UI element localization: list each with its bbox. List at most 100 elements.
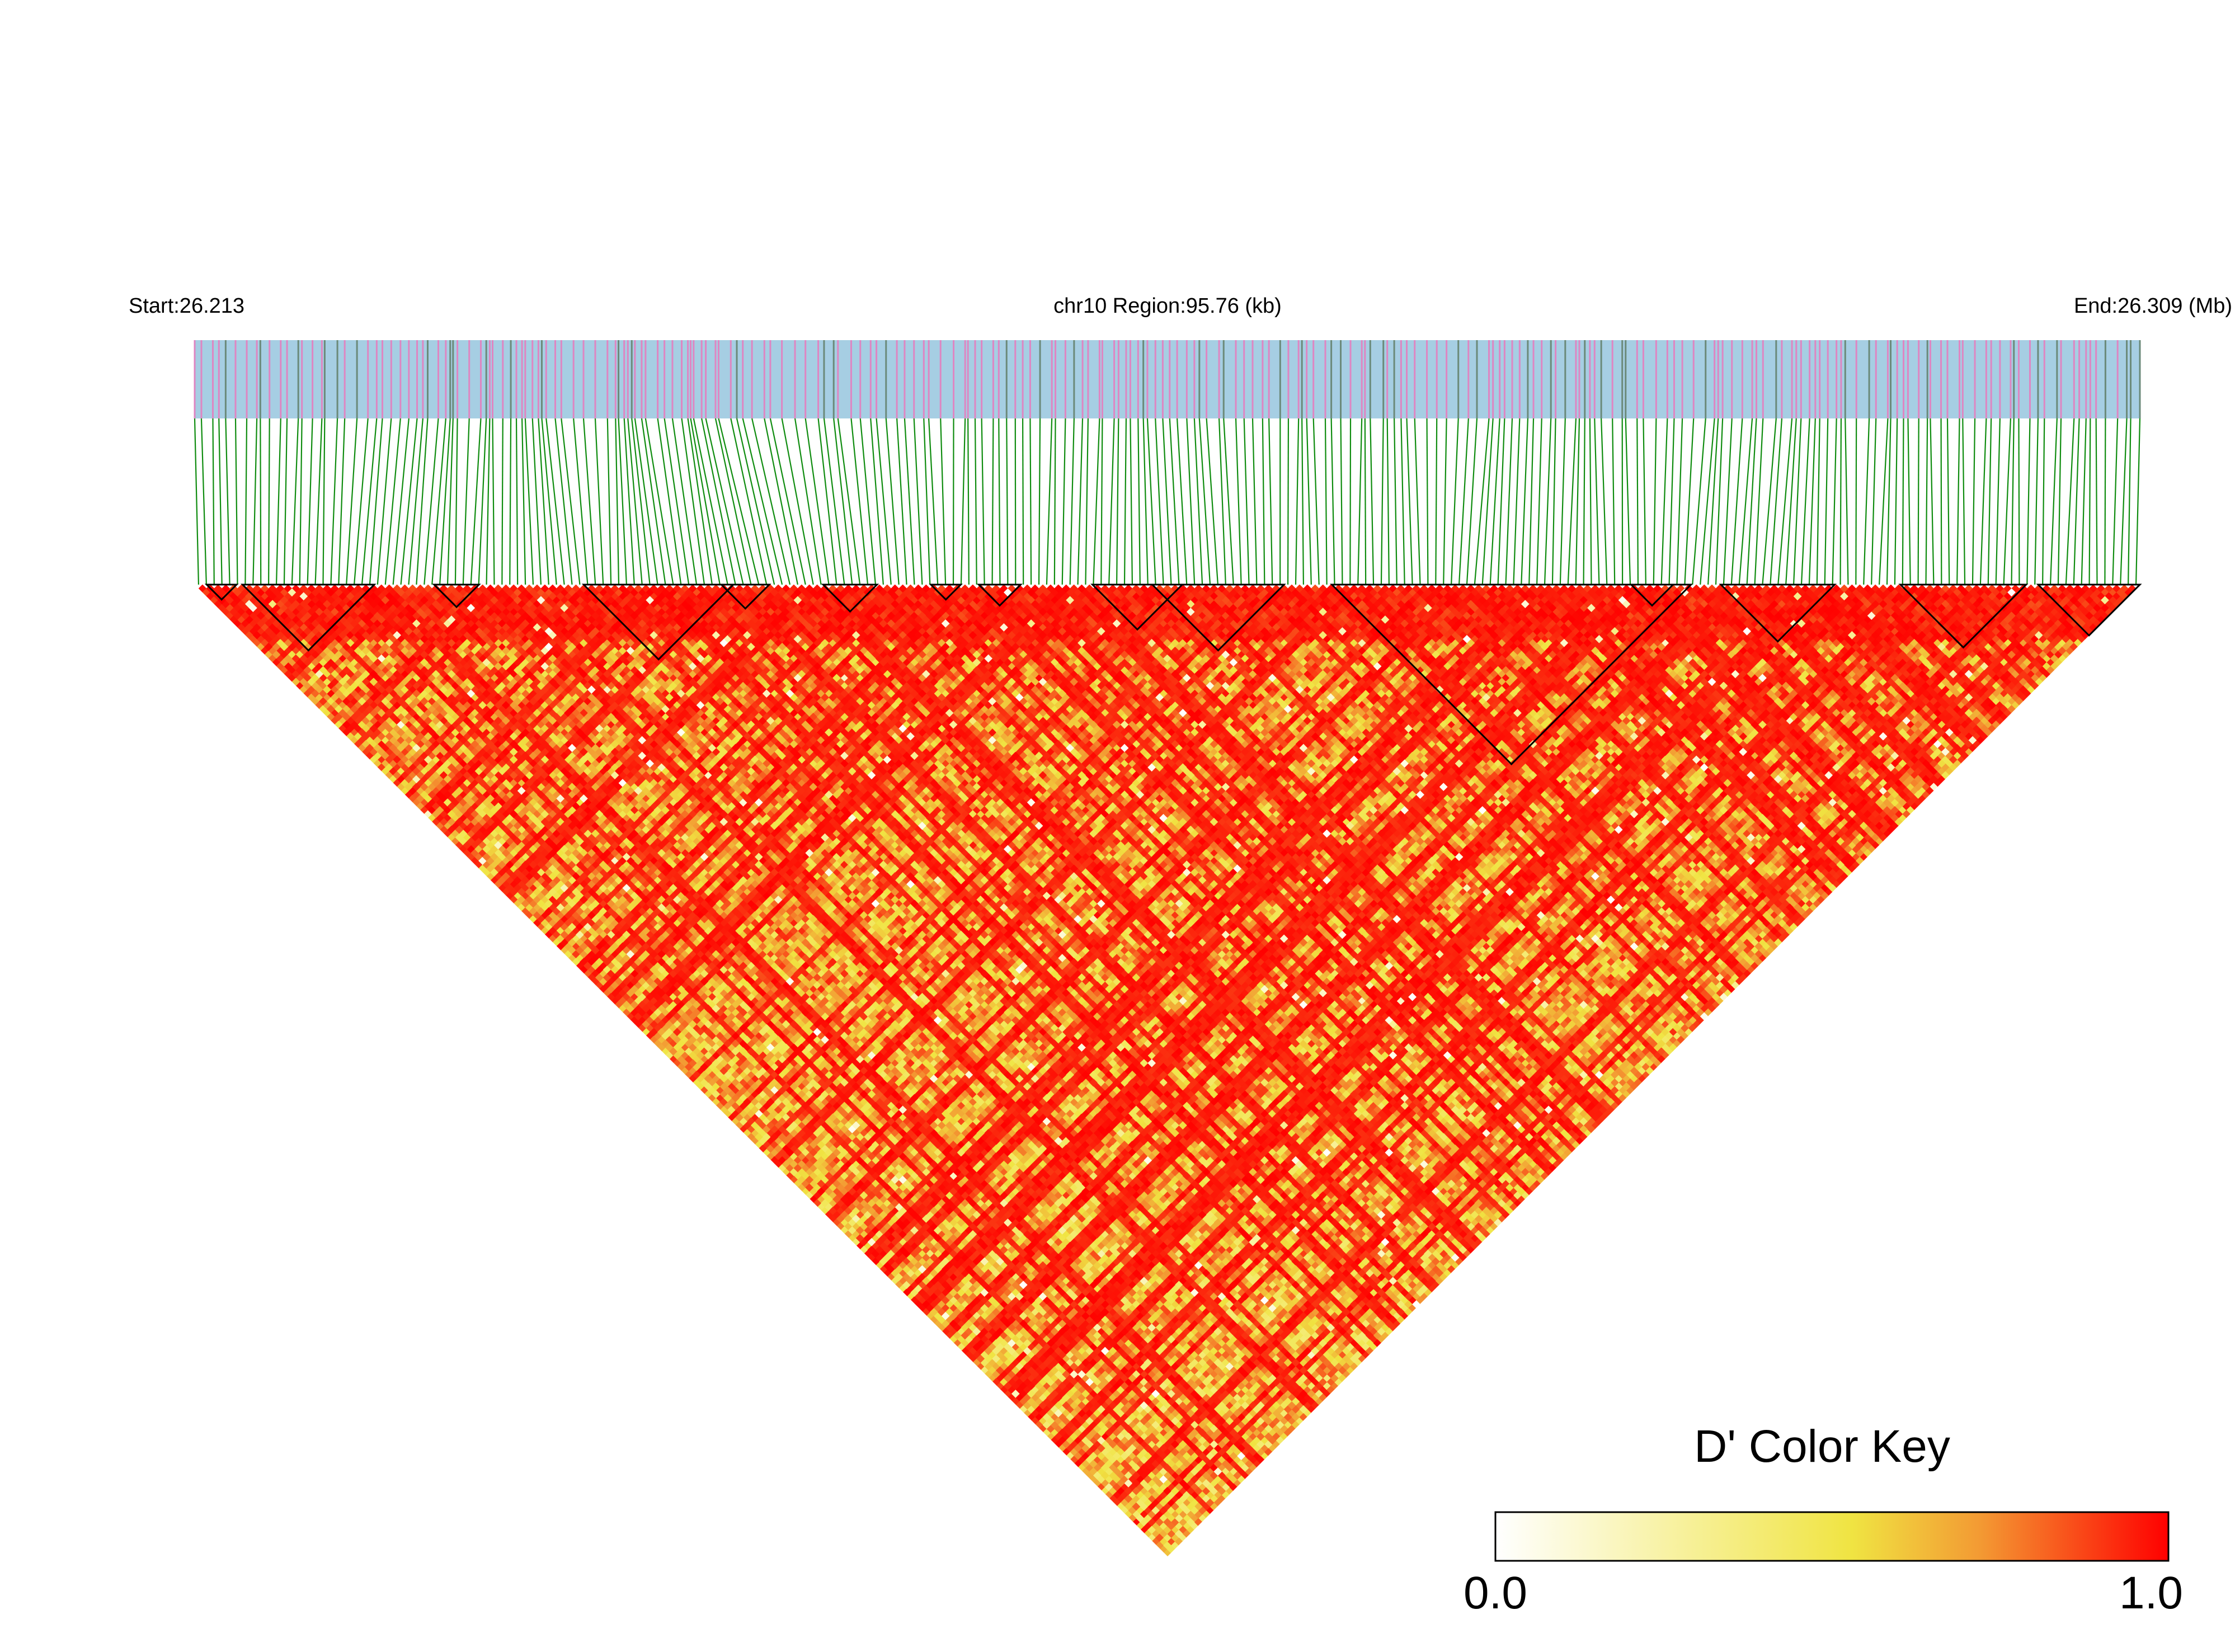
snp-connector-line: [1370, 418, 1375, 585]
snp-connector-line: [1528, 418, 1535, 585]
snp-connector-line: [1193, 418, 1203, 585]
snp-connector-line: [260, 418, 262, 585]
snp-connector-line: [896, 418, 907, 585]
snp-connector-line: [1792, 418, 1802, 585]
snp-connector-line: [1730, 418, 1743, 585]
snp-connector-line: [2057, 418, 2062, 585]
snp-connector-line: [1142, 418, 1149, 585]
snp-connector-line: [1489, 418, 1500, 585]
snp-connector-line: [1643, 418, 1646, 585]
snp-connector-line: [923, 418, 931, 585]
snp-connector-line: [1466, 418, 1478, 585]
snp-connector-line: [2018, 418, 2020, 585]
snp-connector-line: [1458, 418, 1469, 585]
snp-connector-line: [1762, 418, 1777, 585]
snp-connector-line: [283, 418, 288, 585]
snp-connector-line: [1198, 418, 1211, 585]
snp-connector-line: [1130, 418, 1133, 585]
snp-connector-line: [1301, 418, 1304, 585]
snp-connector-line: [644, 418, 674, 585]
snp-connector-line: [1116, 418, 1119, 585]
region-label: chr10 Region:95.76 (kb): [1053, 294, 1282, 318]
snp-connector-line: [486, 418, 491, 585]
snp-connector-line: [541, 418, 557, 585]
snp-connector-line: [769, 418, 806, 585]
snp-connector-line: [1474, 418, 1490, 585]
snp-connector-line: [1832, 418, 1837, 585]
snp-connector-line: [751, 418, 791, 585]
snp-connector-line: [2088, 418, 2091, 585]
snp-connector-line: [1100, 418, 1103, 585]
snp-connector-line: [2026, 418, 2031, 585]
snp-connector-line: [627, 418, 643, 585]
snp-connector-line: [1426, 418, 1429, 585]
snp-connector-line: [200, 418, 207, 585]
snp-connector-line: [1824, 418, 1829, 585]
snp-connector-line: [742, 418, 783, 585]
snp-connector-line: [1123, 418, 1127, 585]
snp-connector-line: [194, 418, 200, 585]
snp-connector-line: [764, 418, 798, 585]
snp-connector-line: [1394, 418, 1398, 585]
snp-connector-line: [998, 418, 1001, 585]
snp-connector-line: [478, 418, 487, 585]
snp-connector-line: [1946, 418, 1950, 585]
snp-connector-line: [657, 418, 682, 585]
color-key-max-label: 1.0: [2119, 1568, 2183, 1618]
snp-connector-line: [1162, 418, 1172, 585]
snp-connector-line: [1330, 418, 1335, 585]
snp-connector-line: [1601, 418, 1608, 585]
snp-connector-line: [1186, 418, 1196, 585]
snp-connector-line: [446, 418, 454, 585]
snp-connector-line: [2049, 418, 2058, 585]
snp-connector-line: [218, 418, 223, 585]
snp-connector-line: [377, 418, 392, 585]
snp-connector-line: [1505, 418, 1513, 585]
snp-connector-line: [1612, 418, 1616, 585]
snp-connector-line: [2081, 418, 2087, 585]
snp-connector-line: [1894, 418, 1898, 585]
snp-connector-line: [1676, 418, 1683, 585]
snp-connector-line: [2095, 418, 2098, 585]
snp-connector-line: [369, 418, 383, 585]
snp-connector-line: [1414, 418, 1421, 585]
snp-connector-line: [687, 418, 713, 585]
snp-connector-line: [400, 418, 418, 585]
snp-connector-line: [1956, 418, 1960, 585]
snp-connector-line: [1777, 418, 1793, 585]
snp-connector-line: [1077, 418, 1084, 585]
snp-connector-line: [1575, 418, 1580, 585]
snp-connector-line: [573, 418, 589, 585]
snp-connector-line: [1987, 418, 1992, 585]
snp-connector-line: [1053, 418, 1056, 585]
snp-connector-line: [1559, 418, 1566, 585]
snp-connector-line: [1146, 418, 1156, 585]
snp-connector-line: [1521, 418, 1529, 585]
snp-connector-line: [594, 418, 604, 585]
snp-connector-line: [1979, 418, 1987, 585]
snp-connector-line: [1029, 418, 1032, 585]
snp-connector-line: [693, 418, 728, 585]
snp-connector-line: [1108, 418, 1115, 585]
snp-connector-line: [1567, 418, 1577, 585]
snp-connector-line: [244, 418, 248, 585]
start-label: Start:26.213: [129, 294, 244, 318]
snp-connector-line: [212, 418, 215, 585]
snp-connector-line: [515, 418, 519, 585]
snp-connector-line: [631, 418, 651, 585]
end-label: End:26.309 (Mb): [2074, 294, 2232, 318]
snp-connector-line: [1653, 418, 1657, 585]
ld-heatmap-cells: [198, 585, 2137, 1556]
snp-connector-line: [354, 418, 369, 585]
snp-connector-line: [904, 418, 915, 585]
snp-connector-line: [252, 418, 258, 585]
snp-connector-line: [817, 418, 837, 585]
snp-connector-line: [1816, 418, 1820, 585]
snp-connector-line: [1907, 418, 1911, 585]
snp-connector-line: [1014, 418, 1017, 585]
snp-connector-line: [1243, 418, 1250, 585]
snp-connector-line: [1069, 418, 1075, 585]
snp-connector-line: [1038, 418, 1041, 585]
snp-connector-line: [664, 418, 690, 585]
snp-connector-line: [431, 418, 446, 585]
